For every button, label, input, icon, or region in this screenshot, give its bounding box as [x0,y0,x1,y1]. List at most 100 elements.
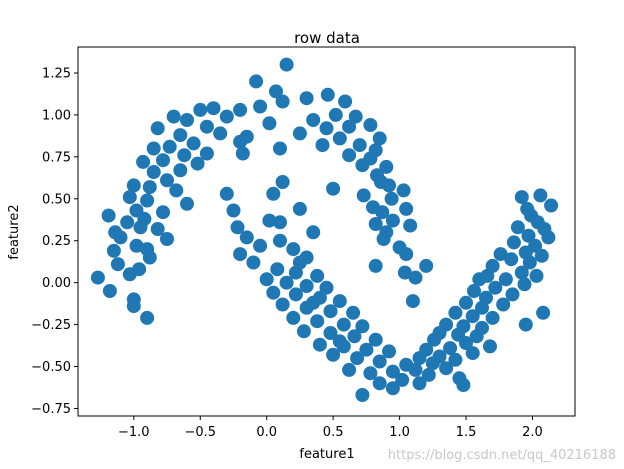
scatter-point [292,126,307,141]
scatter-point [142,250,157,265]
scatter-point [465,309,480,324]
scatter-point [110,257,125,272]
scatter-point [397,265,412,280]
scatter-point [166,109,181,124]
scatter-point [382,178,396,193]
scatter-point [425,356,440,371]
scatter-point [368,258,383,273]
scatter-point [90,270,105,285]
y-tick-label: 0.75 [42,150,71,165]
scatter-point [288,287,303,302]
axes-frame [77,46,576,417]
scatter-point [126,178,141,193]
scatter-point [421,367,436,382]
scatter-point [173,128,188,143]
scatter-point [279,275,294,290]
scatter-point [180,196,194,211]
scatter-point [101,208,116,223]
scatter-point [534,248,549,263]
scatter-point [286,242,301,257]
scatter-point [120,215,135,230]
scatter-point [275,297,290,312]
scatter-point [395,372,410,387]
scatter-point [514,190,529,205]
scatter-point [506,235,521,250]
x-tick-label: 1.5 [456,425,477,440]
scatter-point [320,87,335,102]
scatter-point [306,113,321,127]
scatter-point [510,220,525,235]
scatter-point [533,188,548,203]
scatter-point [142,180,157,195]
scatter-point [448,305,463,320]
scatter-point [133,220,148,235]
scatter-point [122,190,137,205]
scatter-point [279,57,294,72]
scatter-point [319,121,334,136]
scatter-point [514,265,529,280]
scatter-point [219,186,234,201]
y-tick-label: 0.00 [42,276,71,291]
scatter-point [372,354,387,369]
scatter-point [375,205,390,220]
scatter-point [465,346,480,361]
x-tick-label: −1.0 [118,425,150,440]
scatter-point [359,342,374,357]
scatter-point [156,205,170,220]
scatter-point [315,138,330,153]
scatter-point [385,213,400,228]
scatter-point [102,284,117,298]
scatter-point [199,146,214,161]
scatter-point [336,317,351,332]
scatter-point [199,119,214,134]
scatter-point [253,99,268,114]
scatter-point [306,295,321,310]
scatter-point [408,362,423,377]
scatter-point [312,337,327,352]
scatter-point [504,252,519,267]
scatter-point [456,378,471,392]
scatter-point [173,163,188,178]
scatter-point [488,280,503,295]
scatter-point [412,351,427,366]
scatter-point [385,381,400,396]
scatter-point [328,107,343,122]
scatter-point [483,339,497,354]
scatter-point [427,332,442,347]
scatter-point [522,255,537,270]
scatter-point [469,329,484,344]
y-tick-label: −0.75 [31,402,71,417]
scatter-point [443,341,458,356]
scatter-point [160,173,174,188]
scatter-point [350,351,365,366]
scatter-point [518,317,533,332]
scatter-point [146,165,161,179]
scatter-point [169,183,184,198]
scatter-point [193,102,208,117]
scatter-point [384,191,399,206]
scatter-point [338,94,353,109]
scatter-point [262,213,277,228]
scatter-point [299,279,314,293]
x-tick-label: −0.5 [184,425,216,440]
x-tick-label: 1.0 [389,425,410,440]
scatter-point [186,136,201,151]
scatter-point [180,113,194,127]
scatter-point [235,146,250,161]
scatter-point [156,153,170,168]
scatter-point [355,158,370,173]
scatter-point [448,352,463,367]
scatter-point [493,247,508,262]
scatter-point [405,294,420,309]
scatter-point [347,329,362,344]
scatter-point [544,198,559,213]
y-tick-label: 1.00 [42,108,71,123]
scatter-point [385,364,400,379]
scatter-point [140,310,155,325]
scatter-point [233,102,248,117]
scatter-point [529,268,544,283]
scatter-point [363,366,378,381]
x-axis-label: feature1 [299,447,354,462]
x-tick-label: 0.5 [323,425,344,440]
scatter-point [106,243,121,258]
